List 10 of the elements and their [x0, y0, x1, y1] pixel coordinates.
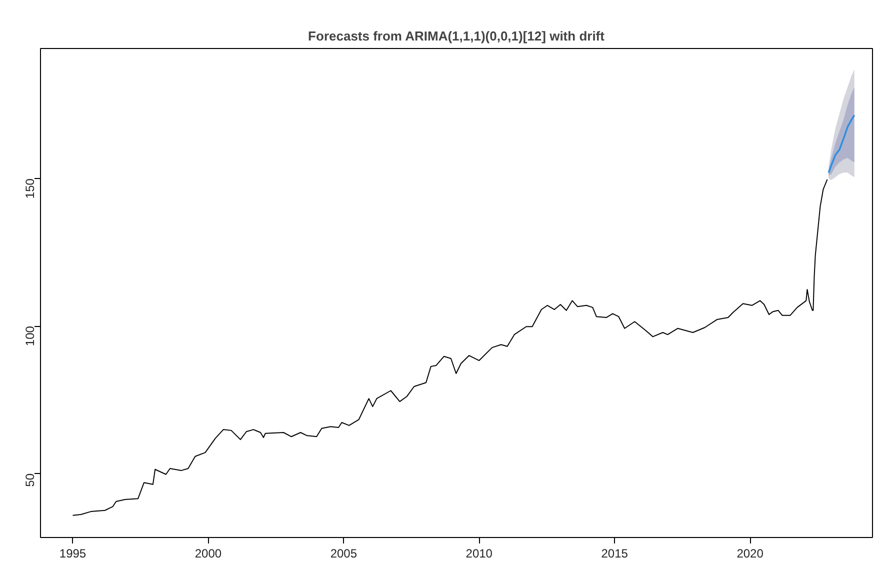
y-tick-label: 100	[23, 326, 37, 346]
x-tick-label: 2015	[601, 546, 628, 560]
y-tick-label: 50	[23, 473, 37, 487]
y-tick-label: 150	[23, 178, 37, 199]
chart-title: Forecasts from ARIMA(1,1,1)(0,0,1)[12] with drift	[308, 28, 606, 44]
x-tick-label: 2000	[194, 546, 222, 560]
x-tick-label: 2005	[330, 546, 358, 560]
x-tick-label: 2020	[736, 546, 764, 560]
x-tick-label: 1995	[59, 546, 86, 560]
x-tick-label: 2010	[466, 546, 493, 560]
